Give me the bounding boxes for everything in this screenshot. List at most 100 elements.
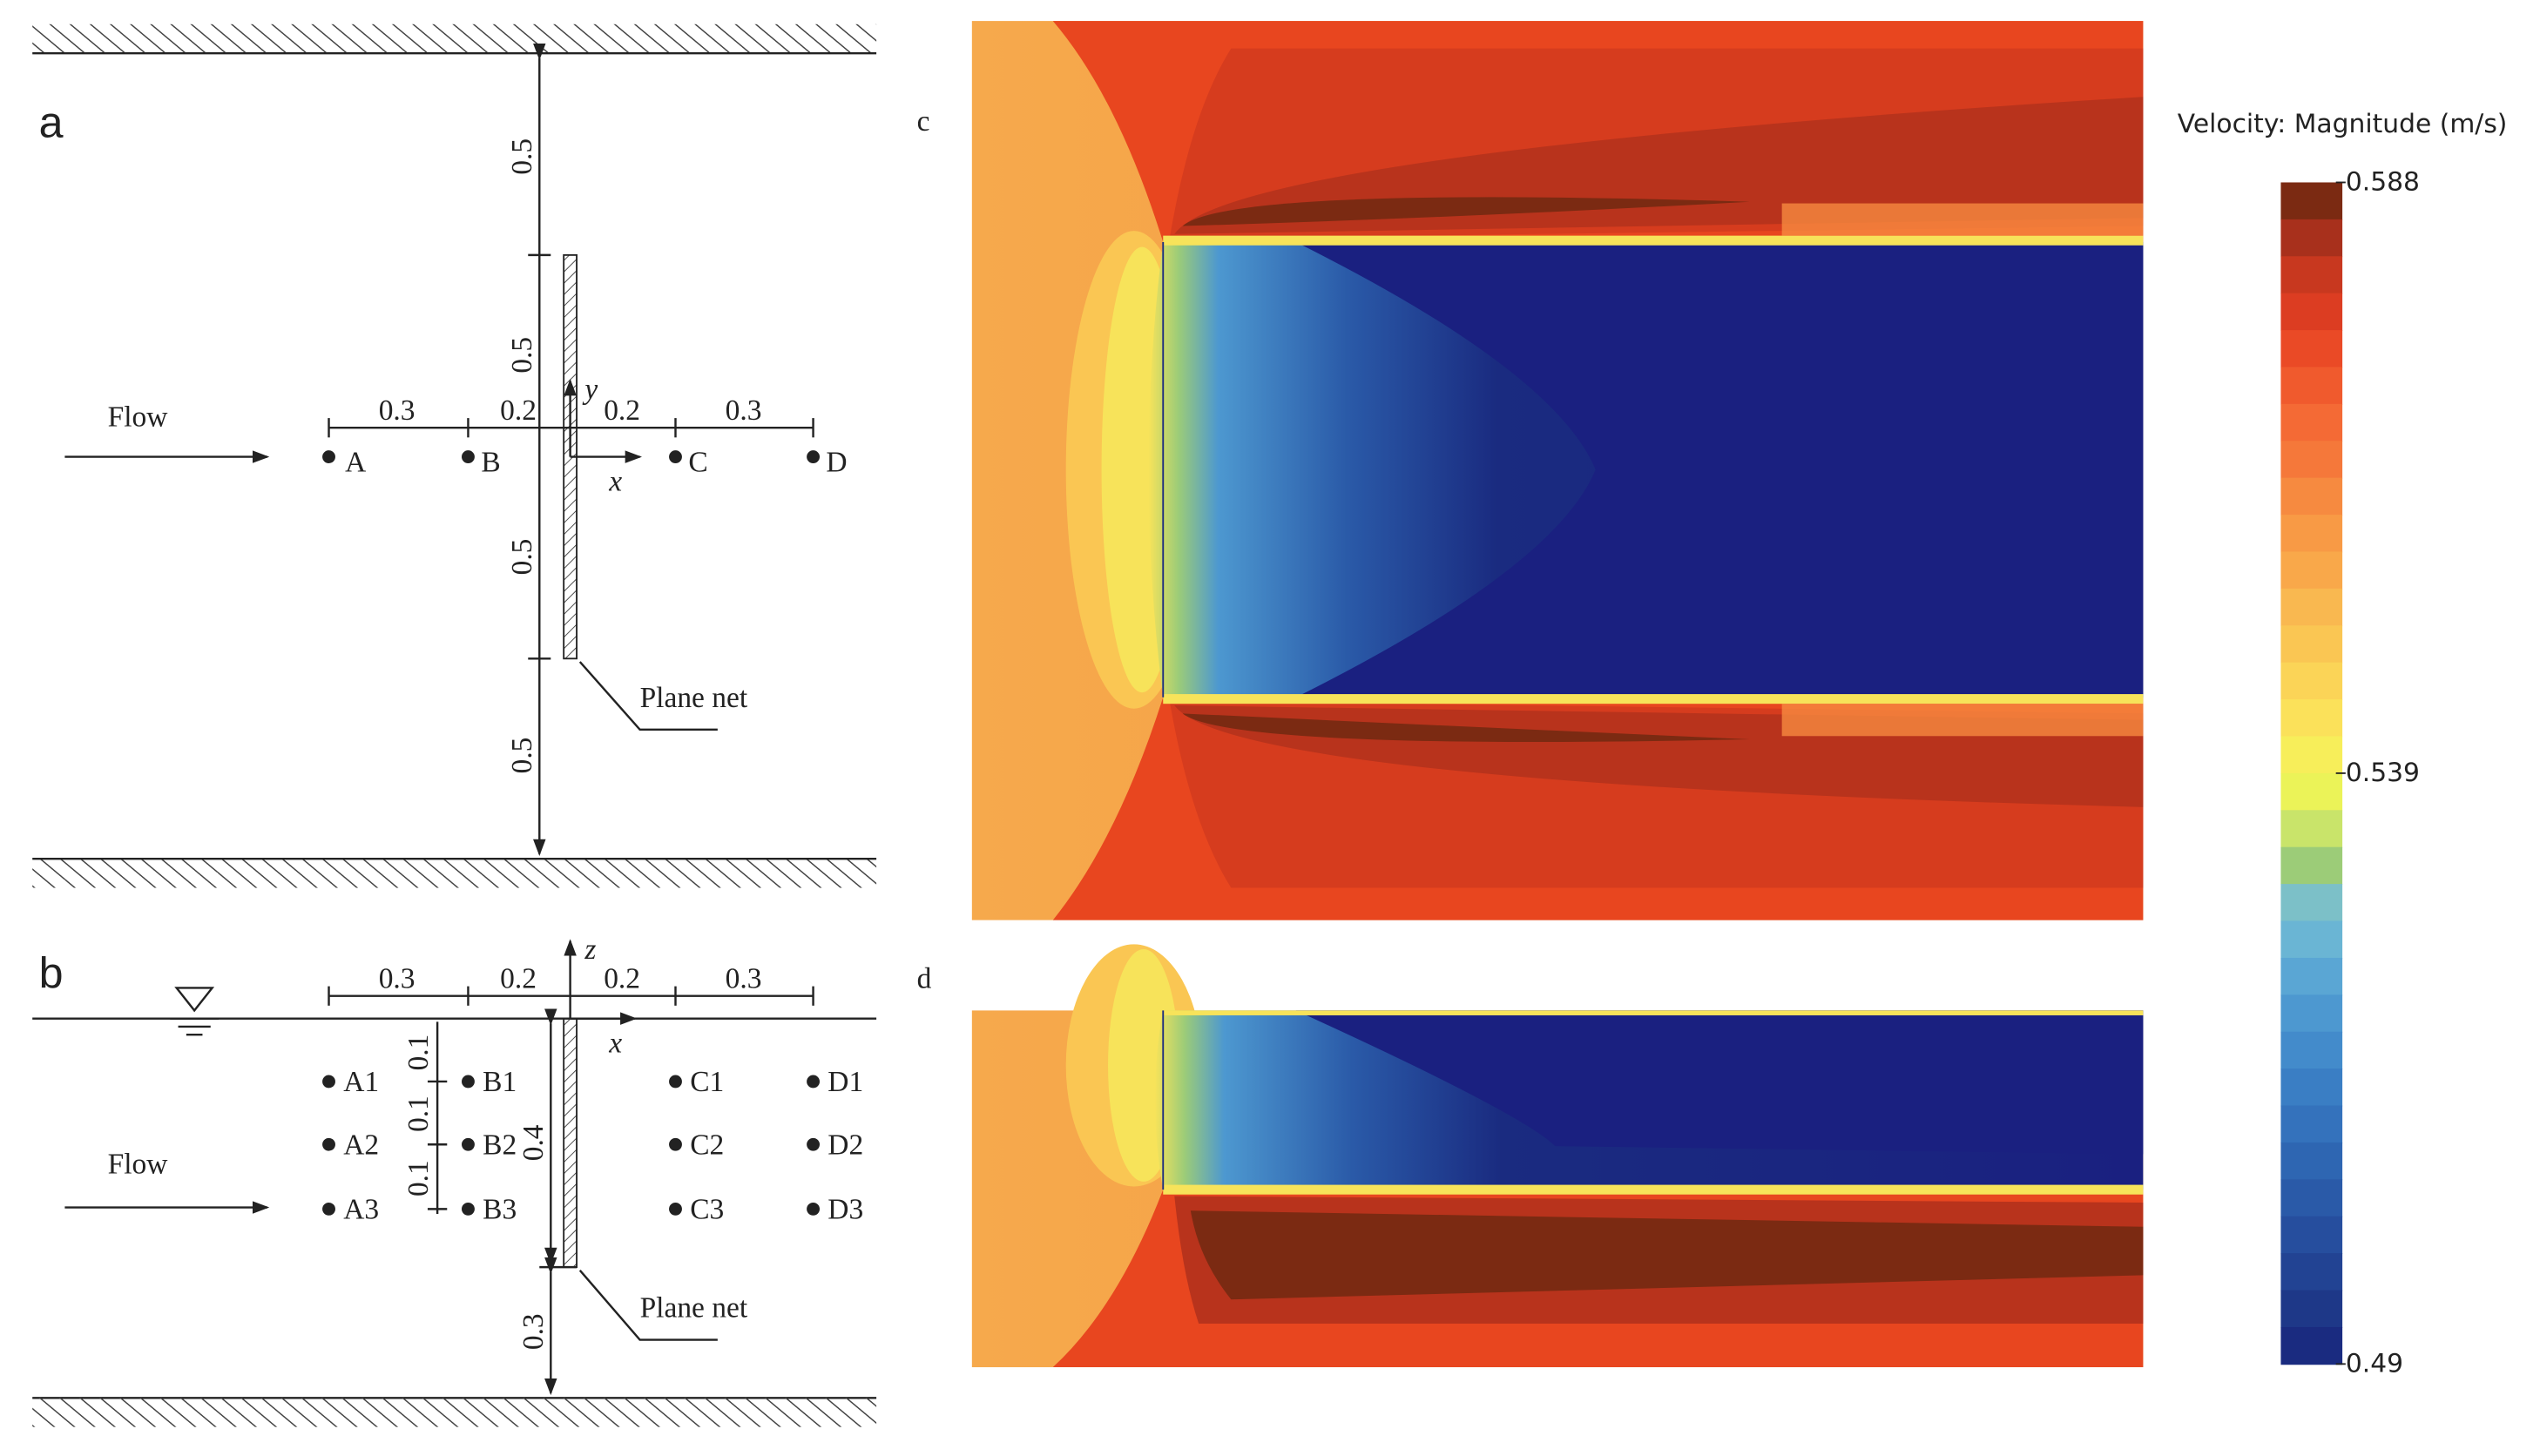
net-label: Plane net — [640, 682, 748, 714]
wall — [32, 24, 877, 54]
dim-label: 0.1 — [402, 1160, 435, 1196]
point — [669, 1202, 682, 1216]
point-label: D1 — [828, 1066, 863, 1098]
axis-label: y — [582, 374, 598, 406]
panel-label: c — [917, 105, 930, 138]
leader — [578, 661, 718, 731]
dim-ticks — [328, 418, 814, 438]
colorbar-band — [2280, 403, 2343, 442]
colorbar-band — [2280, 994, 2343, 1033]
contour — [1182, 197, 1750, 226]
point-label: B3 — [483, 1194, 517, 1226]
colorbar-band — [2280, 1253, 2343, 1291]
dim-label: 0.3 — [379, 394, 415, 427]
dim-label: 0.4 — [517, 1124, 550, 1161]
dim-label: 0.3 — [726, 394, 762, 427]
shear-layer — [1163, 1010, 2144, 1015]
dim-label: 0.3 — [726, 962, 762, 994]
contour — [1182, 713, 1750, 743]
dim-label: 0.5 — [506, 738, 538, 774]
colorbar-band — [2280, 1068, 2343, 1107]
colorbar-band — [2280, 699, 2343, 738]
colorbar-band — [2280, 477, 2343, 516]
colorbar-band — [2280, 293, 2343, 331]
net-label: Plane net — [640, 1292, 748, 1325]
colorbar-band — [2280, 1179, 2343, 1217]
colorbar-band — [2280, 1031, 2343, 1070]
colorbar-band — [2280, 810, 2343, 848]
colorbar-band — [2280, 772, 2343, 812]
point-label: B1 — [483, 1066, 517, 1098]
point — [807, 1202, 821, 1216]
panel-d: d — [917, 944, 2144, 1368]
wake-core — [1295, 1010, 2144, 1155]
wake-core — [1295, 242, 2144, 698]
point — [807, 1075, 821, 1089]
colorbar-band — [2280, 256, 2343, 294]
water-symbol — [170, 987, 220, 1036]
colorbar-tick-label: 0.588 — [2346, 167, 2420, 198]
colorbar-band — [2280, 920, 2343, 959]
point — [322, 1075, 335, 1089]
shear-layer — [1163, 235, 2144, 246]
axis-label: x — [608, 1028, 622, 1060]
dim-label: 0.5 — [506, 539, 538, 576]
dim-ticks — [328, 986, 814, 1006]
point-label: D — [826, 446, 847, 478]
wall — [32, 859, 877, 888]
dim-label: 0.2 — [500, 962, 537, 994]
point-label: A1 — [343, 1066, 379, 1098]
colorbar: Velocity: Magnitude (m/s) 0.588 0.539 0.49 — [2178, 109, 2508, 1379]
points: A1 A2 A3 B1 B2 B3 C1 C2 C3 D1 D2 D3 — [322, 1066, 863, 1225]
point — [669, 1137, 682, 1151]
colorbar-band — [2280, 441, 2343, 479]
colorbar-tick-label: 0.49 — [2346, 1349, 2403, 1379]
colorbar-band — [2280, 662, 2343, 701]
point-label: B — [481, 446, 500, 478]
panel-a: a 0.5 0.5 0.5 0.5 0.3 0.2 0.2 0.3 Flow A… — [32, 24, 877, 888]
colorbar-band — [2280, 884, 2343, 922]
point-label: B2 — [483, 1129, 517, 1161]
flow-label: Flow — [108, 401, 168, 433]
panel-label: b — [39, 949, 64, 998]
points — [322, 450, 821, 463]
point-label: C2 — [690, 1129, 724, 1161]
colorbar-band — [2280, 957, 2343, 996]
dim-label: 0.1 — [402, 1095, 435, 1132]
dim-label: 0.1 — [402, 1035, 435, 1071]
point — [669, 1075, 682, 1089]
point — [322, 1202, 335, 1216]
colorbar-band — [2280, 367, 2343, 405]
panel-label: d — [917, 962, 932, 994]
colorbar-band — [2280, 1142, 2343, 1181]
colorbar-band — [2280, 846, 2343, 886]
contour — [1781, 704, 2144, 737]
colorbar-tick-label: 0.539 — [2346, 758, 2420, 788]
dim-label: 0.5 — [506, 138, 538, 175]
point — [807, 1137, 821, 1151]
colorbar-band — [2280, 588, 2343, 627]
panel-b: b 0.3 0.2 0.2 0.3 z x 0.1 0.1 0.1 0.4 0.… — [32, 934, 877, 1427]
colorbar-band — [2280, 515, 2343, 553]
wall — [32, 1398, 877, 1427]
shear-layer — [1163, 1184, 2144, 1195]
dim-label: 0.3 — [517, 1313, 550, 1350]
point — [462, 1202, 475, 1216]
point-label: C — [688, 446, 707, 478]
axis-label: x — [608, 466, 622, 498]
point — [462, 1137, 475, 1151]
plane-net — [563, 1017, 578, 1269]
point-label: A2 — [343, 1129, 379, 1161]
dim-label: 0.2 — [604, 394, 640, 427]
panel-c: c — [917, 21, 2144, 920]
colorbar-band — [2280, 736, 2343, 774]
dim-label: 0.5 — [506, 337, 538, 374]
point — [322, 1137, 335, 1151]
point-label: C1 — [690, 1066, 724, 1098]
colorbar-band — [2280, 330, 2343, 368]
shear-layer — [1163, 694, 2144, 704]
contour — [1781, 203, 2144, 236]
flow-label: Flow — [108, 1149, 168, 1181]
